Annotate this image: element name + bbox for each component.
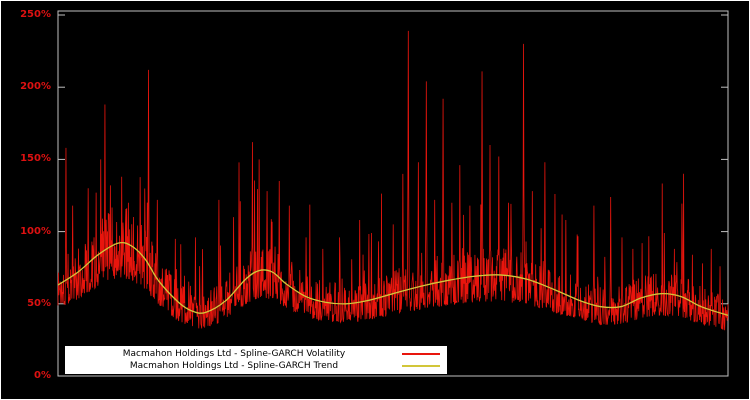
y-tick-label: 0% <box>34 370 51 381</box>
legend-item: Macmahon Holdings Ltd - Spline-GARCH Vol… <box>69 348 443 360</box>
y-tick-label: 200% <box>20 81 51 93</box>
y-tick-label: 100% <box>20 225 51 237</box>
y-tick-label: 50% <box>27 297 51 309</box>
legend-label: Macmahon Holdings Ltd - Spline-GARCH Vol… <box>122 349 346 359</box>
trend-series-line <box>57 241 729 316</box>
legend-item: Macmahon Holdings Ltd - Spline-GARCH Tre… <box>69 360 443 372</box>
y-tick-label: 250% <box>20 9 51 20</box>
legend-line-sample <box>402 365 440 367</box>
plot-border <box>57 10 729 377</box>
legend: Macmahon Holdings Ltd - Spline-GARCH Vol… <box>65 346 447 374</box>
legend-line-sample <box>402 353 440 355</box>
volatility-series-line <box>57 30 729 331</box>
legend-label: Macmahon Holdings Ltd - Spline-GARCH Tre… <box>129 361 339 371</box>
y-tick-label: 150% <box>20 153 51 165</box>
